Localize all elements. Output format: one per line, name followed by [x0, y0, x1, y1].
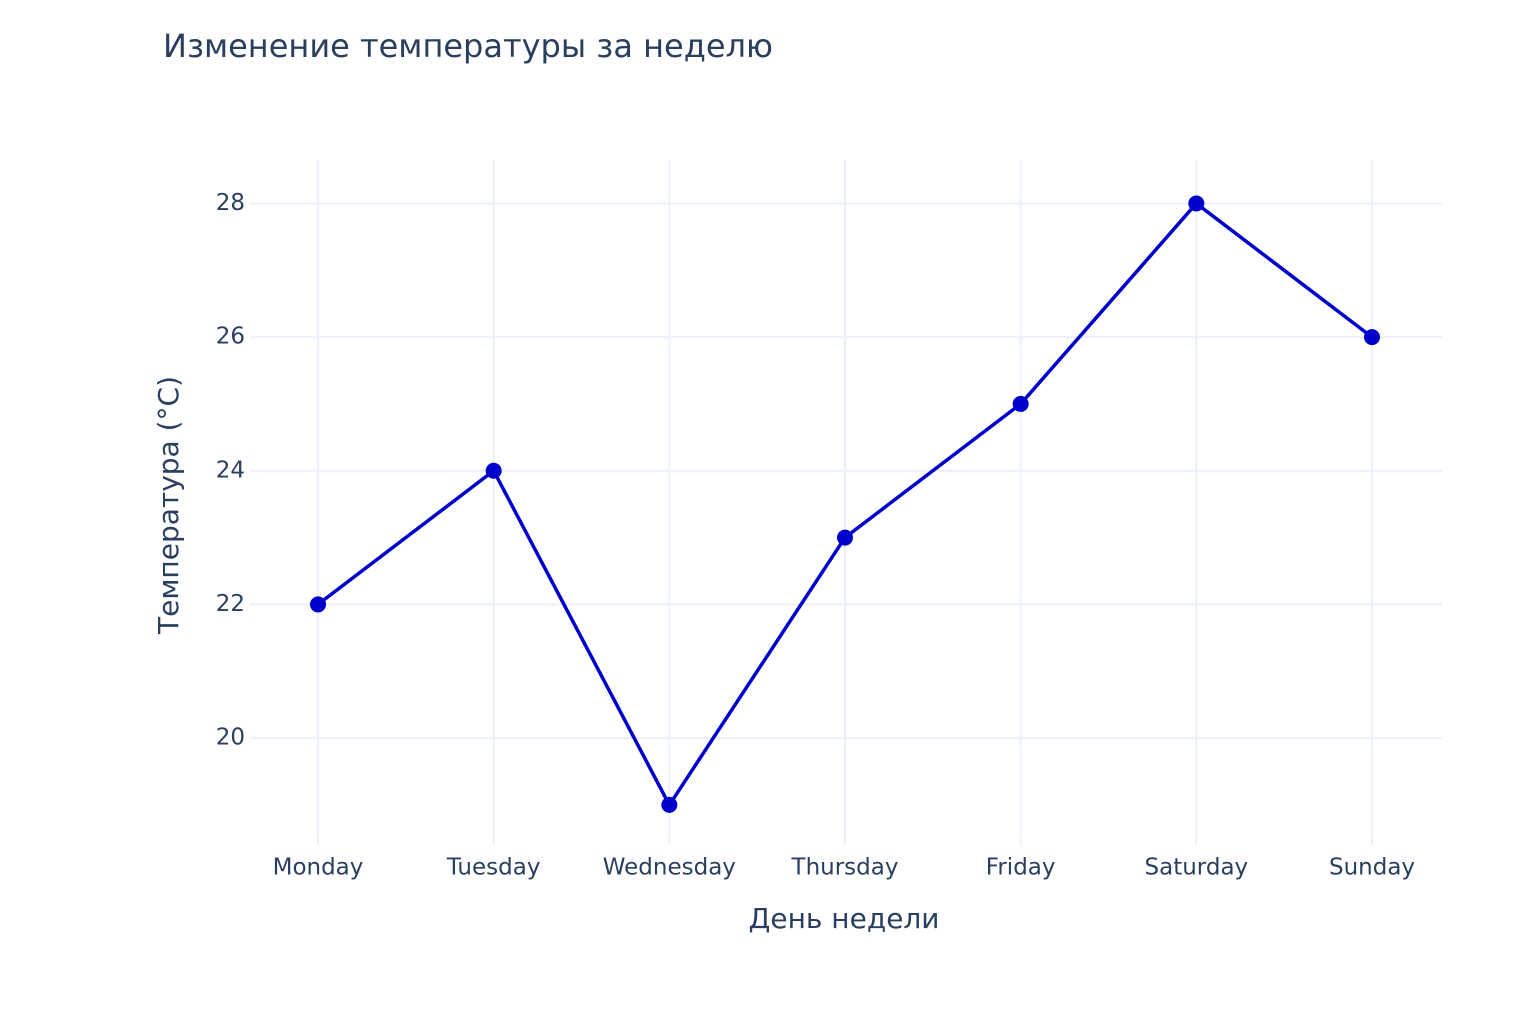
y-tick-label: 20 — [216, 725, 245, 751]
x-tick-label: Saturday — [1145, 855, 1249, 881]
y-axis-title: Температура (°C) — [152, 376, 185, 635]
y-tick-label: 26 — [216, 324, 245, 350]
x-tick-label: Wednesday — [603, 855, 736, 881]
marker — [485, 462, 502, 479]
marker — [1188, 195, 1205, 212]
marker — [661, 796, 678, 813]
marker — [1012, 395, 1029, 412]
chart-title: Изменение температуры за неделю — [163, 27, 773, 65]
y-tick-label: 24 — [216, 457, 245, 483]
x-tick-label: Sunday — [1329, 855, 1415, 881]
y-tick-label: 28 — [216, 190, 245, 216]
marker — [837, 529, 853, 546]
x-tick-label: Monday — [273, 855, 364, 881]
y-tick-label: 22 — [216, 591, 245, 617]
marker — [310, 596, 326, 613]
x-tick-label: Thursday — [791, 855, 899, 881]
x-tick-label: Friday — [986, 855, 1056, 881]
marker — [1364, 329, 1380, 346]
x-tick-label: Tuesday — [446, 855, 541, 881]
x-axis-title: День недели — [748, 902, 939, 935]
